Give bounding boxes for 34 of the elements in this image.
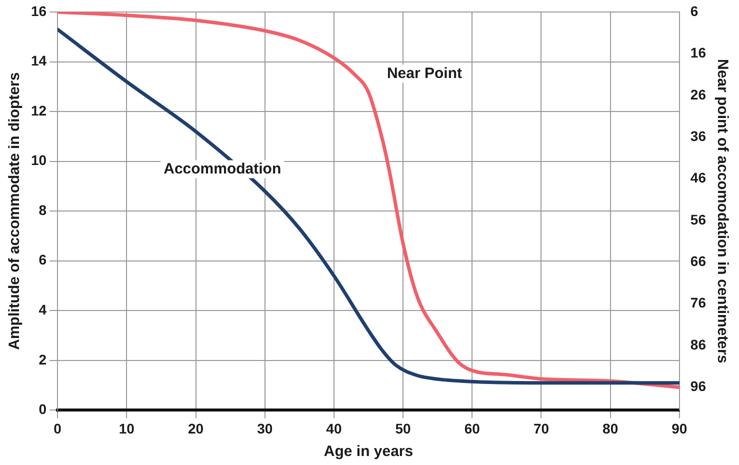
series-label: Accommodation: [164, 160, 282, 178]
y2-tick-label: 76: [690, 294, 706, 311]
y2-tick-label: 26: [690, 86, 706, 102]
x-tick-label: 70: [533, 420, 550, 436]
y-tick-label: 14: [30, 52, 47, 69]
x-tick-label: 20: [188, 420, 204, 436]
y2-tick-label: 36: [690, 128, 706, 144]
y2-tick-label: 66: [690, 253, 706, 270]
y-tick-label: 2: [38, 351, 47, 368]
y2-tick-label: 6: [690, 2, 698, 19]
y-tick-label: 16: [30, 2, 47, 19]
y2-tick-label: 96: [690, 378, 706, 394]
y-tick-label: 12: [30, 102, 47, 118]
y-tick-label: 8: [38, 202, 47, 218]
x-tick-label: 0: [54, 420, 62, 436]
x-axis-title: Age in years: [324, 443, 414, 460]
y-tick-label: 4: [38, 302, 47, 318]
series-label: Near Point: [386, 64, 462, 82]
y-tick-label: 10: [30, 152, 47, 168]
y-axis-title: Amplitude of accommodate in diopters: [6, 72, 24, 350]
x-tick-label: 60: [464, 420, 480, 436]
y2-tick-label: 46: [690, 170, 706, 186]
x-tick-label: 40: [326, 420, 342, 436]
x-tick-label: 50: [395, 420, 412, 436]
y2-tick-label: 56: [690, 211, 706, 228]
y-tick-label: 0: [38, 401, 47, 418]
y2-tick-label: 86: [690, 336, 706, 352]
y-tick-label: 6: [38, 252, 47, 268]
x-tick-label: 30: [257, 420, 273, 436]
x-tick-label: 80: [602, 420, 618, 436]
y2-axis-title: Near point of accomodation in centimeters: [714, 58, 731, 364]
y2-tick-label: 16: [690, 44, 706, 61]
x-tick-label: 10: [118, 420, 135, 436]
x-tick-label: 90: [672, 420, 688, 436]
